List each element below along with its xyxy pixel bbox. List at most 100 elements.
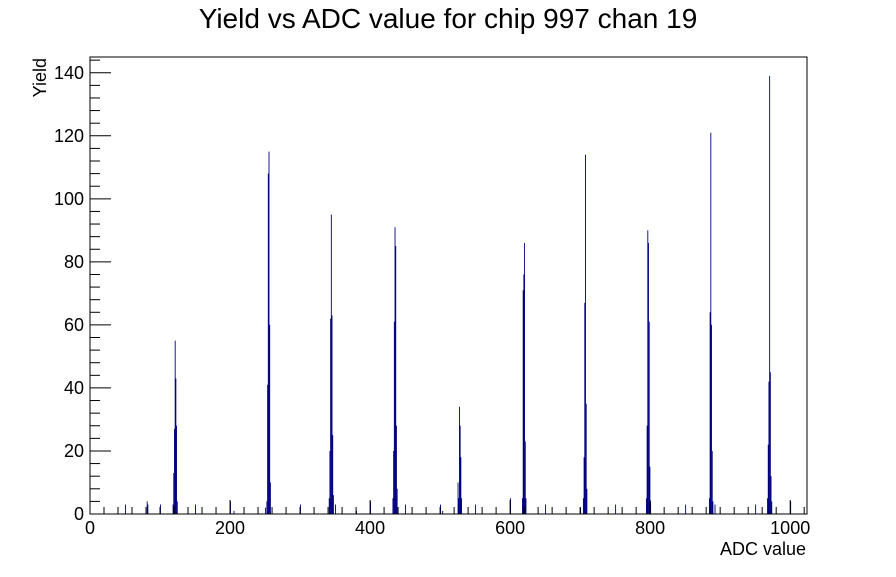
histogram-bar — [586, 488, 588, 514]
histogram-bar — [585, 154, 586, 514]
y-tick-label: 140 — [54, 63, 84, 83]
histogram-bar — [392, 498, 394, 514]
histogram-bar — [524, 441, 526, 514]
histogram-bar — [265, 507, 266, 514]
histogram-bar — [712, 501, 714, 514]
histogram-bar — [583, 457, 585, 514]
histogram-bar — [524, 242, 526, 514]
histogram-bar — [393, 321, 395, 514]
histogram-bar — [685, 504, 687, 514]
histogram-bar — [175, 378, 177, 514]
histogram-bar — [393, 450, 395, 514]
histogram-bar — [172, 504, 174, 514]
histogram-bar — [584, 302, 586, 514]
y-axis-label: Yield — [30, 58, 50, 97]
histogram-bar — [176, 425, 178, 514]
histogram-bar — [767, 498, 768, 514]
histogram-bar — [233, 510, 235, 514]
histogram-bar — [328, 498, 330, 514]
histogram-bar — [457, 482, 459, 514]
histogram-bar — [396, 488, 398, 514]
histogram-bar — [459, 425, 461, 514]
histogram-bar — [268, 151, 270, 515]
histogram-bar — [442, 510, 444, 514]
y-tick-label: 60 — [64, 315, 84, 335]
histogram-bar — [146, 501, 148, 514]
histogram-bar — [646, 425, 648, 514]
histogram-bar — [769, 75, 771, 514]
histogram-bar — [585, 403, 587, 514]
histogram-bar — [335, 504, 336, 514]
histogram-bar — [174, 428, 175, 514]
histogram-bar — [475, 504, 477, 514]
histogram-bar — [710, 132, 712, 514]
x-tick-label: 0 — [85, 518, 95, 538]
histogram-bar — [768, 381, 770, 514]
histogram-bar — [771, 501, 773, 514]
axes: 0 200 400 600 800 1000 0 20 40 60 80 100 120 140 — [54, 59, 810, 538]
histogram-bar — [460, 457, 462, 514]
y-tick-label: 100 — [54, 189, 84, 209]
histogram-bar — [522, 290, 524, 514]
histogram-bar — [267, 384, 269, 514]
histogram-bar — [769, 372, 771, 514]
histogram-bar — [648, 321, 650, 514]
histogram-bar — [125, 504, 126, 514]
histogram-bars — [125, 75, 792, 515]
histogram-bar — [395, 246, 397, 514]
histogram-bar — [459, 406, 460, 514]
histogram-bar — [147, 504, 149, 514]
histogram-bar — [269, 324, 271, 514]
histogram-bar — [267, 173, 269, 515]
histogram-bar — [647, 230, 649, 514]
histogram-bar — [615, 504, 617, 514]
x-tick-label: 400 — [355, 518, 385, 538]
histogram-bar — [767, 444, 769, 514]
histogram-bar — [266, 501, 268, 514]
histogram-bar — [173, 473, 175, 514]
histogram-bar — [523, 274, 525, 514]
y-tick-label: 80 — [64, 252, 84, 272]
histogram-bar — [329, 450, 331, 514]
histogram-bar — [711, 450, 713, 514]
histogram-bar — [714, 504, 716, 514]
histogram-bar — [330, 214, 332, 514]
histogram-bar — [708, 498, 710, 514]
histogram-bar — [582, 498, 584, 514]
x-tick-label: 1000 — [770, 518, 810, 538]
histogram-bar — [525, 498, 527, 514]
y-tick-label: 0 — [74, 504, 84, 524]
histogram-bar — [649, 466, 651, 514]
histogram-bar — [405, 504, 406, 514]
histogram-bar — [522, 498, 523, 514]
histogram-bar — [269, 482, 271, 514]
histogram-bar — [395, 425, 397, 514]
histogram-bar — [648, 242, 649, 514]
histogram-bar — [330, 318, 332, 514]
histogram-bar — [332, 435, 334, 514]
x-axis-label: ADC value — [720, 539, 806, 559]
histogram-bar — [458, 498, 460, 514]
chart-title: Yield vs ADC value for chip 997 chan 19 — [199, 3, 698, 34]
histogram-bar — [545, 504, 547, 514]
histogram-bar — [174, 340, 176, 514]
histogram-bar — [195, 504, 196, 514]
y-tick-label: 40 — [64, 378, 84, 398]
histogram-bar — [770, 476, 772, 514]
plot-frame — [89, 56, 808, 515]
histogram-bar — [645, 498, 647, 514]
histogram-bar — [331, 315, 333, 514]
x-tick-label: 600 — [495, 518, 525, 538]
histogram-bar — [755, 504, 757, 514]
x-tick-label: 200 — [215, 518, 245, 538]
histogram-bar — [709, 312, 711, 514]
histogram-bar — [711, 324, 712, 514]
x-tick-label: 800 — [635, 518, 665, 538]
histogram-bar — [394, 227, 396, 514]
histogram-bar — [332, 495, 334, 514]
histogram-bar — [461, 498, 462, 514]
y-tick-label: 120 — [54, 126, 84, 146]
